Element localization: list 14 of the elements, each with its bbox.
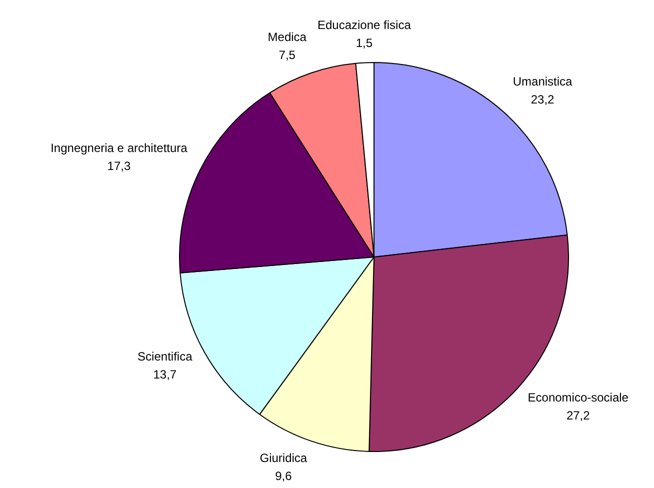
slice-label: Economico-sociale (528, 390, 629, 405)
data-label: 1,5 (356, 36, 373, 50)
data-label: 9,6 (275, 469, 292, 484)
slice-label: Educazione fisica (317, 18, 412, 32)
slice-label: Ingnegneria e architettura (50, 141, 188, 156)
data-label: 17,3 (107, 159, 131, 174)
slice-label: Medica (268, 30, 307, 44)
data-label: 23,2 (530, 92, 555, 106)
slice-label: Umanistica (512, 74, 573, 88)
data-label: 27,2 (566, 408, 590, 423)
slice-label: Scientifica (138, 349, 193, 364)
data-label: 7,5 (278, 48, 296, 62)
slice-label: Giuridica (260, 451, 308, 466)
data-label: 13,7 (153, 367, 177, 382)
